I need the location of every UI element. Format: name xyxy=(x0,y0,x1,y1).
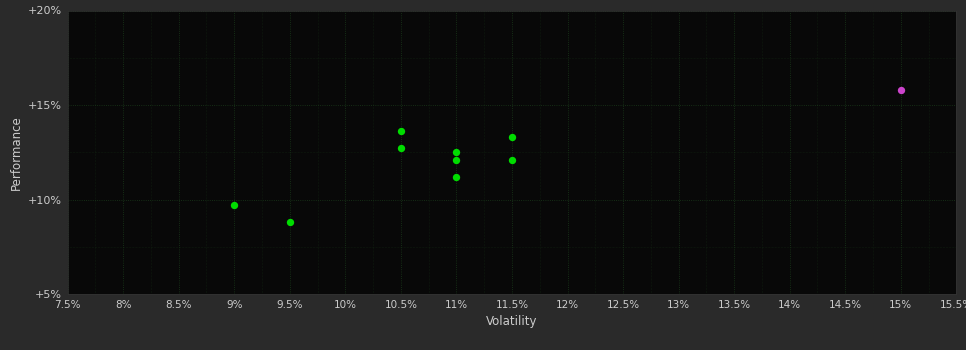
Point xyxy=(504,134,520,140)
Point xyxy=(448,157,464,163)
Point xyxy=(448,174,464,180)
X-axis label: Volatility: Volatility xyxy=(486,315,538,328)
Point xyxy=(393,146,409,151)
Point xyxy=(448,149,464,155)
Point xyxy=(893,87,908,93)
Point xyxy=(226,202,242,208)
Point xyxy=(282,219,298,225)
Point xyxy=(393,129,409,134)
Y-axis label: Performance: Performance xyxy=(10,115,22,190)
Point xyxy=(504,157,520,163)
